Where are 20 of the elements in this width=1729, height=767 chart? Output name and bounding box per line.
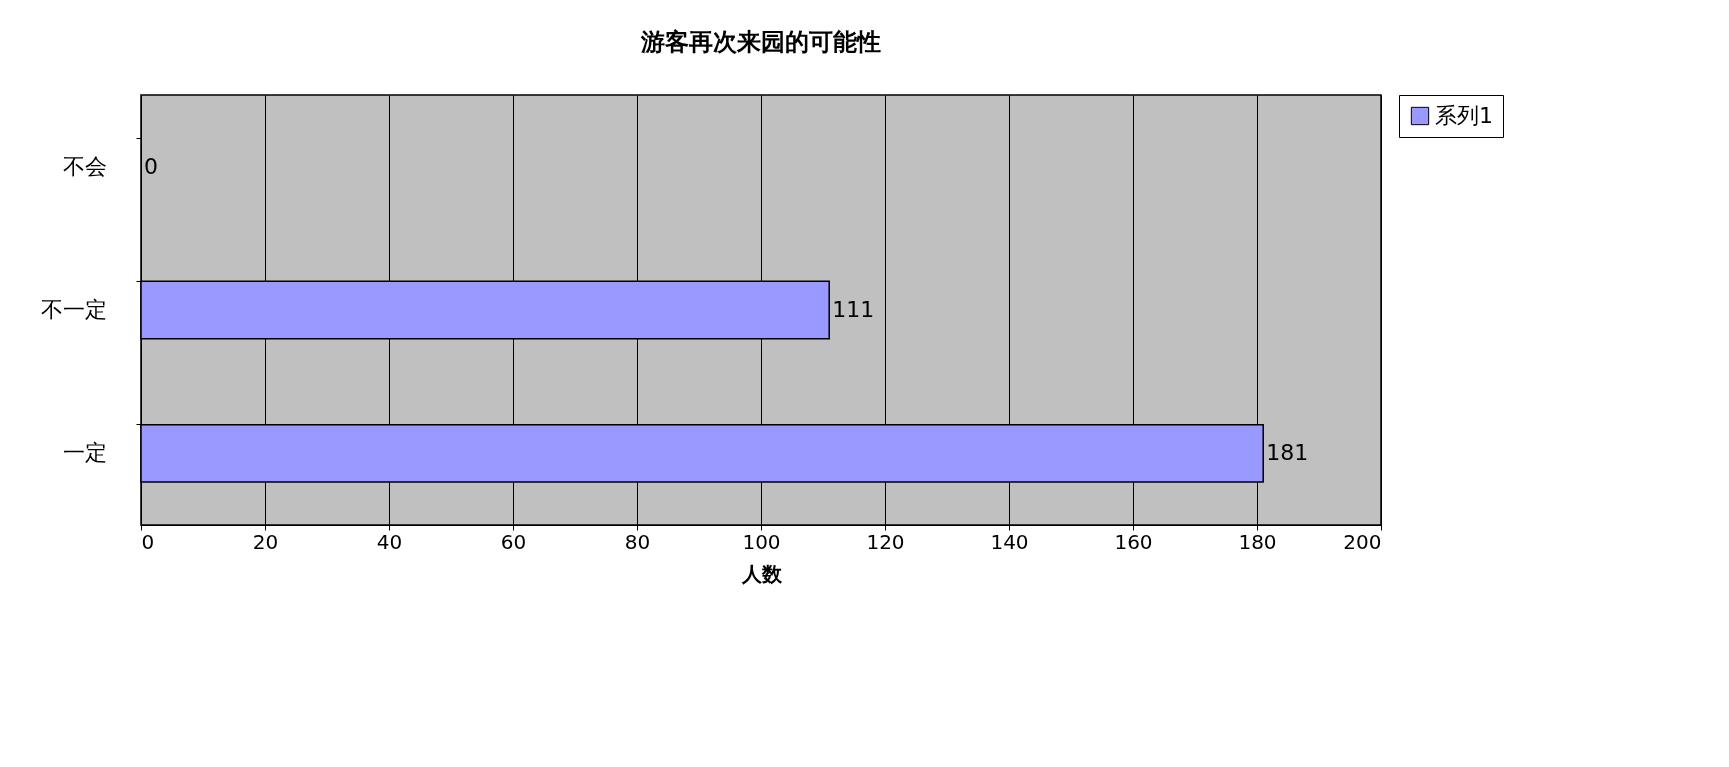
legend-label: 系列1 [1435, 103, 1493, 128]
data-label: 111 [832, 297, 875, 322]
y-tick-label: 一定 [62, 440, 107, 466]
data-label: 0 [144, 153, 158, 179]
data-label: 181 [1266, 440, 1309, 466]
x-axis-title: 人数 [740, 561, 783, 586]
x-tick-label: 60 [500, 529, 527, 554]
y-tick-label: 不一定 [40, 297, 107, 322]
x-tick-label: 20 [252, 529, 279, 554]
x-tick-label: 40 [376, 529, 403, 554]
x-tick-label: 80 [624, 529, 651, 554]
y-tick-label: 不会 [62, 153, 107, 179]
x-tick-label: 0 [141, 529, 155, 554]
x-tick-label: 120 [866, 529, 905, 554]
x-tick-label: 100 [742, 529, 781, 554]
chart-title: 游客再次来园的可能性 [640, 27, 881, 56]
x-tick-label: 160 [1114, 529, 1153, 554]
x-tick-label: 140 [990, 529, 1029, 554]
x-tick-label: 180 [1238, 529, 1277, 554]
x-tick-label: 200 [1343, 529, 1382, 554]
